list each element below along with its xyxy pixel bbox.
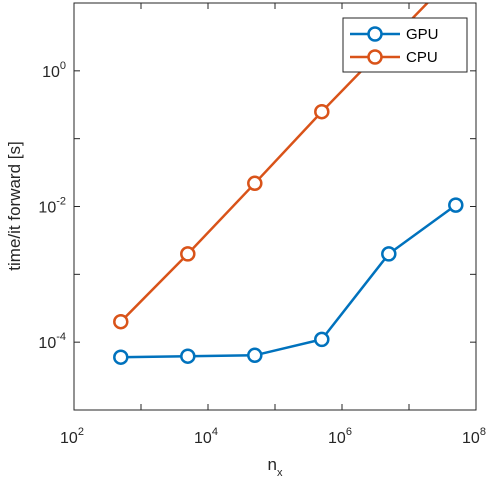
- gpu-point: [113, 349, 129, 365]
- gpu-point: [180, 348, 196, 364]
- gpu-point: [381, 246, 397, 262]
- cpu-point: [314, 103, 330, 120]
- ticks-layer: 102 104 106 108 10-4 10-2 100: [38, 2, 486, 447]
- x-tick-label: 108: [462, 426, 486, 447]
- legend-cpu-marker: [367, 49, 383, 65]
- x-axis-label: nx: [268, 455, 283, 479]
- cpu-point: [247, 175, 263, 192]
- legend: GPU CPU: [342, 17, 468, 73]
- gpu-series-line: [120, 204, 457, 359]
- x-tick-label: 104: [194, 426, 218, 447]
- cpu-point: [180, 246, 196, 262]
- gpu-point: [448, 197, 464, 213]
- gpu-point: [247, 347, 263, 364]
- legend-gpu-label: GPU: [406, 26, 439, 43]
- y-tick-label: 10-4: [38, 331, 66, 352]
- y-axis-label: time/it forward [s]: [5, 141, 24, 270]
- legend-gpu-marker: [367, 26, 383, 42]
- legend-box: [342, 17, 468, 73]
- x-tick-label: 102: [60, 426, 84, 447]
- y-tick-label: 10-2: [38, 196, 66, 217]
- y-tick-label: 100: [42, 60, 66, 81]
- cpu-point: [113, 313, 129, 330]
- x-tick-label: 106: [328, 426, 352, 447]
- gpu-point: [314, 331, 330, 348]
- legend-cpu-label: CPU: [406, 49, 438, 66]
